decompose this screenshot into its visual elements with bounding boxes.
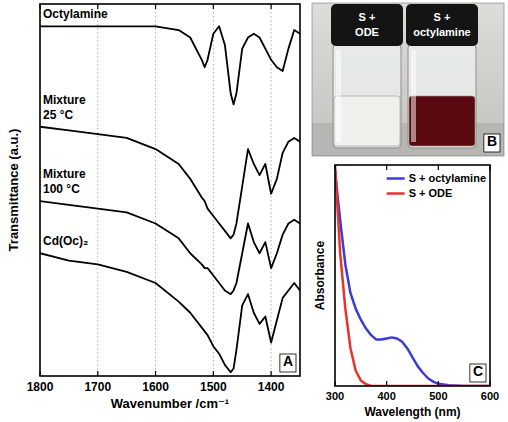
x-tick [438, 381, 439, 386]
panel-letter-text: A [283, 353, 293, 369]
x-tick-label: 1400 [258, 380, 285, 394]
vial-label-line: octylamine [413, 26, 470, 38]
vial-liquid [409, 96, 475, 146]
y-axis-title: Transmittance (a.u.) [6, 129, 21, 252]
x-tick-label: 1600 [142, 380, 169, 394]
legend-swatch [387, 177, 405, 180]
background [0, 0, 508, 422]
panel-letter-box [484, 134, 500, 152]
series-label: Octylamine [43, 7, 108, 21]
photo-border [312, 3, 504, 156]
x-tick [386, 381, 387, 386]
series-line [40, 127, 300, 239]
grid-line [97, 4, 98, 376]
series-group [40, 26, 300, 372]
series-label-line: Mixture [43, 93, 86, 107]
series-label: Cd(Oc)₂ [43, 234, 88, 248]
vial-label-line: S + [434, 11, 451, 23]
x-tick-label: 1700 [84, 380, 111, 394]
x-tick [155, 371, 156, 376]
series-label-line: 25 °C [43, 108, 73, 122]
x-tick [271, 4, 272, 9]
series-label: Mixture100 °C [43, 167, 86, 196]
legend-swatch [387, 192, 405, 195]
vial-label: S + octylamine [413, 11, 470, 38]
panel-letter: B [484, 133, 500, 152]
x-tick [213, 4, 214, 9]
x-tick-label: 500 [429, 390, 447, 402]
series-group [335, 165, 490, 386]
series-label-line: Octylamine [43, 7, 108, 21]
panel-letter-box [470, 364, 486, 382]
x-tick [97, 371, 98, 376]
series-line [335, 165, 490, 386]
x-tick [489, 165, 490, 170]
panel-letter-text: B [487, 133, 497, 149]
x-tick [438, 165, 439, 170]
x-tick-label: 400 [377, 390, 395, 402]
grid-line [155, 4, 156, 376]
vial-label-line: S + [359, 11, 376, 23]
series-label-line: Cd(Oc)₂ [43, 234, 88, 248]
legend: S + octylamine S + ODE [387, 172, 486, 199]
panel-letter: C [470, 363, 486, 382]
x-tick [489, 381, 490, 386]
vial-highlight [336, 50, 341, 142]
panel-letter: A [280, 353, 296, 372]
photo-background [312, 3, 504, 156]
vial-cap [406, 4, 478, 46]
chart-panel: 1800 1700 1600 1500 1400 Wavenumber /cm⁻¹ Tran… [6, 4, 300, 411]
series-label-line: 100 °C [43, 182, 80, 196]
page: {"chart_data": [ {"type": "line", "panel… [0, 0, 508, 422]
panel-letter-box [280, 354, 296, 372]
x-tick [271, 371, 272, 376]
plot-frame [40, 4, 300, 376]
x-tick [39, 4, 40, 9]
vial-glass [333, 44, 401, 148]
vial-liquid [334, 96, 400, 146]
y-axis-title: Absorbance [313, 241, 327, 311]
figure: 1800 1700 1600 1500 1400 Wavenumber /cm⁻¹ Tran… [0, 0, 508, 422]
x-tick-label: 600 [481, 390, 499, 402]
x-tick-label: 300 [326, 390, 344, 402]
photo-panel: S + ODE S + octylamine B [312, 3, 504, 156]
panel-letter-text: C [473, 363, 483, 379]
x-tick [213, 371, 214, 376]
x-tick [39, 371, 40, 376]
series-line [335, 169, 490, 386]
x-tick [386, 165, 387, 170]
x-tick [334, 165, 335, 170]
x-tick [155, 4, 156, 9]
vial-glass [408, 44, 476, 148]
x-axis-title: Wavelength (nm) [364, 405, 460, 419]
series-label-line: Mixture [43, 167, 86, 181]
plot-frame [335, 165, 490, 386]
vial-highlight [411, 50, 416, 142]
x-axis-title: Wavenumber /cm⁻¹ [111, 396, 229, 411]
x-tick-label: 1500 [200, 380, 227, 394]
series-line [40, 253, 300, 372]
vial-cap [331, 4, 403, 46]
x-tick-label: 1800 [27, 380, 54, 394]
legend-label: S + octylamine [409, 172, 486, 184]
grid-line [213, 4, 214, 376]
legend-label: S + ODE [409, 187, 453, 199]
series-line [40, 201, 300, 294]
chart-panel: 300 400 500 600 Wavelength (nm) Absorbance S +… [313, 165, 499, 419]
x-tick [334, 381, 335, 386]
vial-label-line: ODE [355, 26, 379, 38]
series-label: Mixture25 °C [43, 93, 86, 122]
vial-label: S + ODE [355, 11, 379, 38]
